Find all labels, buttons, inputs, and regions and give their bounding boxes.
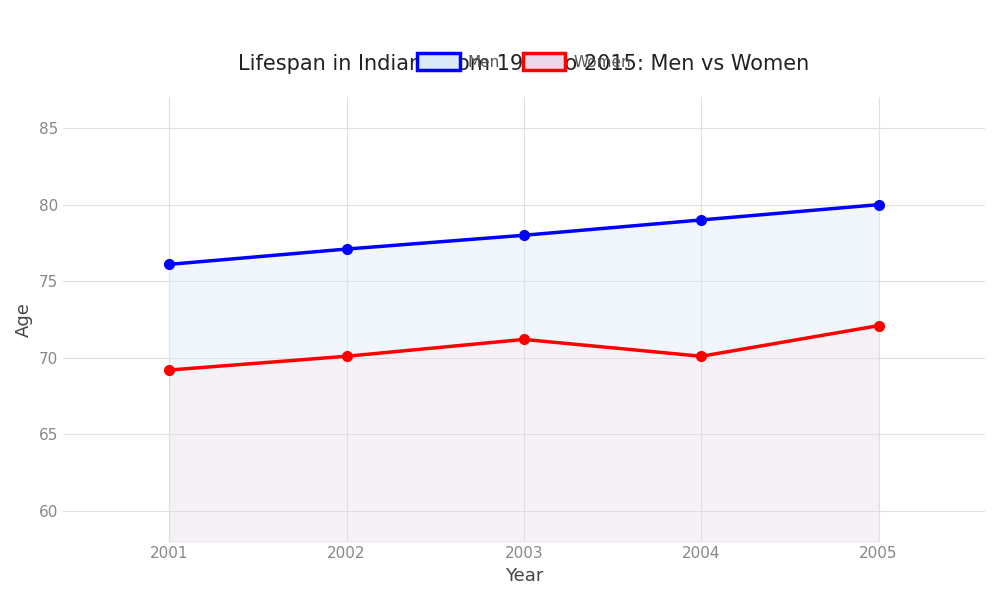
Title: Lifespan in Indiana from 1973 to 2015: Men vs Women: Lifespan in Indiana from 1973 to 2015: M… [238,53,810,74]
Y-axis label: Age: Age [15,302,33,337]
X-axis label: Year: Year [505,567,543,585]
Legend: Men, Women: Men, Women [411,47,637,76]
